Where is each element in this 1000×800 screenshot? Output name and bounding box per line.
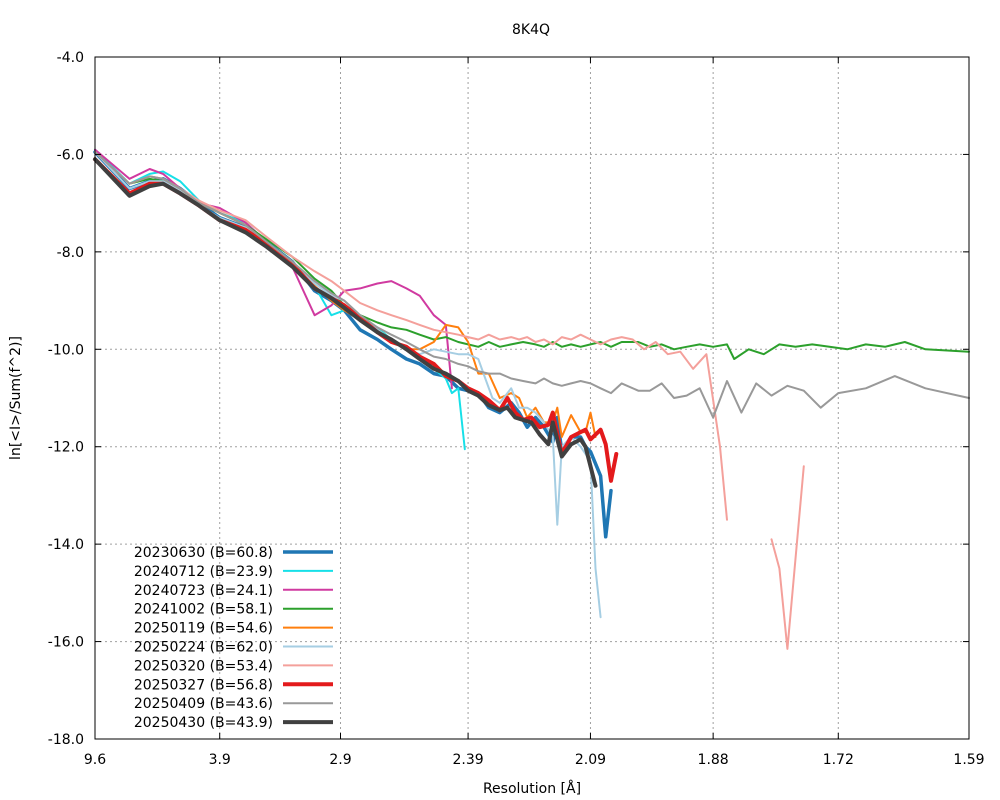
y-tick-label: -4.0 <box>57 50 84 66</box>
y-tick-label: -10.0 <box>48 342 84 358</box>
legend-label: 20250119 (B=54.6) <box>134 621 273 637</box>
x-tick-label: 9.6 <box>84 752 106 768</box>
x-tick-label: 2.09 <box>575 752 606 768</box>
legend-label: 20250320 (B=53.4) <box>134 658 273 674</box>
x-tick-label: 1.59 <box>953 752 984 768</box>
y-axis-label: ln[<I>/Sum(f^2)] <box>8 336 24 460</box>
x-tick-label: 3.9 <box>209 752 231 768</box>
legend-label: 20250327 (B=56.8) <box>134 677 273 693</box>
legend-label: 20230630 (B=60.8) <box>134 545 273 561</box>
x-axis-label: Resolution [Å] <box>483 780 581 797</box>
legend-label: 20250224 (B=62.0) <box>134 640 273 656</box>
y-tick-label: -8.0 <box>57 245 84 261</box>
y-tick-label: -18.0 <box>48 732 84 748</box>
x-tick-label: 1.88 <box>698 752 729 768</box>
legend-label: 20240723 (B=24.1) <box>134 583 273 599</box>
chart-title: 8K4Q <box>512 22 550 38</box>
y-tick-label: -6.0 <box>57 147 84 163</box>
legend-label: 20250430 (B=43.9) <box>134 715 273 731</box>
legend-label: 20240712 (B=23.9) <box>134 564 273 580</box>
y-tick-label: -14.0 <box>48 537 84 553</box>
x-tick-label: 2.9 <box>329 752 351 768</box>
legend-label: 20241002 (B=58.1) <box>134 602 273 618</box>
y-tick-label: -16.0 <box>48 635 84 651</box>
y-tick-label: -12.0 <box>48 440 84 456</box>
x-tick-label: 2.39 <box>452 752 483 768</box>
x-tick-label: 1.72 <box>823 752 854 768</box>
legend-label: 20250409 (B=43.6) <box>134 696 273 712</box>
